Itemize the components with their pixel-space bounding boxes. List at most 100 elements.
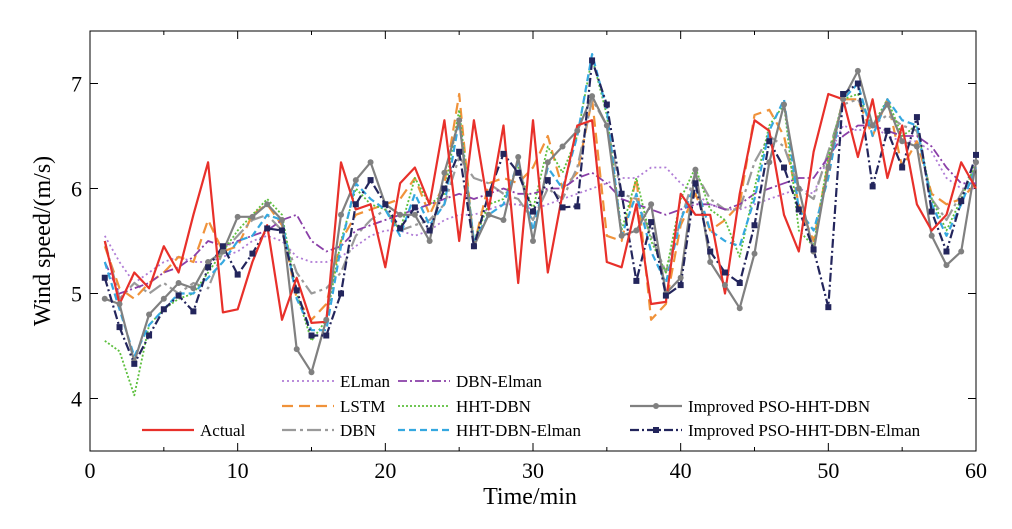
legend-label: ELman [340, 372, 391, 391]
data-point [323, 316, 330, 323]
data-point [293, 287, 300, 294]
data-point [441, 185, 448, 192]
data-point [884, 127, 891, 134]
series-line-lstm [103, 92, 977, 321]
data-point [500, 150, 507, 157]
data-point [707, 248, 714, 255]
data-point [751, 222, 758, 229]
data-point [249, 213, 256, 220]
data-point [411, 211, 418, 218]
data-point [589, 57, 596, 64]
data-point [707, 259, 714, 265]
x-tick-label: 60 [965, 458, 987, 483]
series-lines [103, 52, 978, 397]
data-point [603, 101, 610, 108]
data-point [589, 93, 596, 100]
data-point [441, 169, 448, 176]
y-tick-label: 6 [71, 177, 82, 202]
data-point [766, 138, 773, 145]
data-point [485, 211, 492, 218]
data-point [264, 225, 271, 232]
data-point [544, 159, 551, 166]
data-point [943, 262, 950, 269]
data-point [884, 101, 891, 108]
data-point [766, 159, 773, 166]
data-point [869, 183, 876, 190]
data-point [751, 250, 758, 257]
data-point [234, 213, 241, 220]
y-tick-label: 5 [71, 282, 82, 307]
data-point [323, 332, 330, 339]
data-point [160, 295, 167, 302]
data-point [781, 101, 788, 108]
data-point [943, 248, 950, 255]
data-point [662, 292, 669, 299]
data-point [456, 117, 463, 124]
data-point [958, 198, 965, 205]
data-point [958, 248, 965, 255]
data-point [367, 177, 374, 184]
data-point [426, 227, 433, 234]
y-tick-label: 4 [71, 387, 82, 412]
legend-marker [653, 427, 659, 433]
data-point [574, 203, 581, 210]
data-point [190, 308, 197, 315]
legend-label: DBN-Elman [456, 372, 542, 391]
data-point [721, 282, 728, 289]
data-point [515, 169, 522, 176]
x-axis-label: Time/min [483, 484, 577, 510]
data-point [618, 190, 625, 197]
data-point [338, 290, 345, 297]
data-point [973, 151, 979, 158]
data-point [308, 369, 315, 376]
legend-label: Actual [200, 421, 246, 440]
legend-label: HHT-DBN-Elman [456, 421, 581, 440]
legend-label: Improved PSO-HHT-DBN [688, 397, 870, 416]
data-point [146, 311, 153, 318]
series-line-actual [103, 92, 977, 324]
data-point [825, 164, 832, 171]
data-point [397, 225, 404, 232]
data-point [264, 201, 271, 208]
data-point [278, 227, 285, 234]
data-point [899, 138, 906, 145]
data-point [293, 346, 300, 353]
data-point [352, 201, 359, 208]
data-point [618, 232, 625, 239]
data-point [530, 208, 536, 215]
data-point [810, 246, 817, 253]
data-point [411, 204, 418, 211]
legend: Actual ELman LSTM DBN DBN-Elman HHT-DBN HHT-DB… [142, 372, 921, 440]
data-point [382, 201, 389, 208]
data-point [677, 274, 684, 281]
data-point [633, 277, 640, 284]
data-point [101, 274, 108, 281]
data-point [205, 264, 212, 271]
legend-marker [653, 403, 659, 409]
data-point [190, 285, 197, 292]
data-point [574, 127, 581, 134]
legend-label: HHT-DBN [456, 397, 531, 416]
data-point [367, 159, 374, 166]
data-point [146, 332, 153, 339]
data-point [530, 238, 536, 244]
x-tick-label: 0 [85, 458, 96, 483]
data-point [648, 201, 655, 208]
y-axis-label: Wind speed/(m/s) [30, 156, 56, 326]
axis-ticks: 0 10 20 30 40 50 60 4 5 6 7 [71, 31, 987, 483]
data-point [101, 295, 108, 302]
data-point [854, 80, 861, 87]
data-point [928, 232, 935, 239]
x-tick-label: 10 [227, 458, 249, 483]
data-point [500, 217, 507, 223]
data-point [633, 227, 640, 234]
series-line-hht-dbn-elman [103, 52, 978, 358]
data-point [928, 208, 935, 215]
series-line-improved-pso-hht-dbn [104, 69, 978, 374]
data-point [795, 185, 802, 192]
data-point [116, 324, 123, 331]
series-markers [101, 57, 979, 376]
data-point [973, 159, 979, 166]
data-point [515, 154, 522, 160]
data-point [338, 211, 345, 218]
